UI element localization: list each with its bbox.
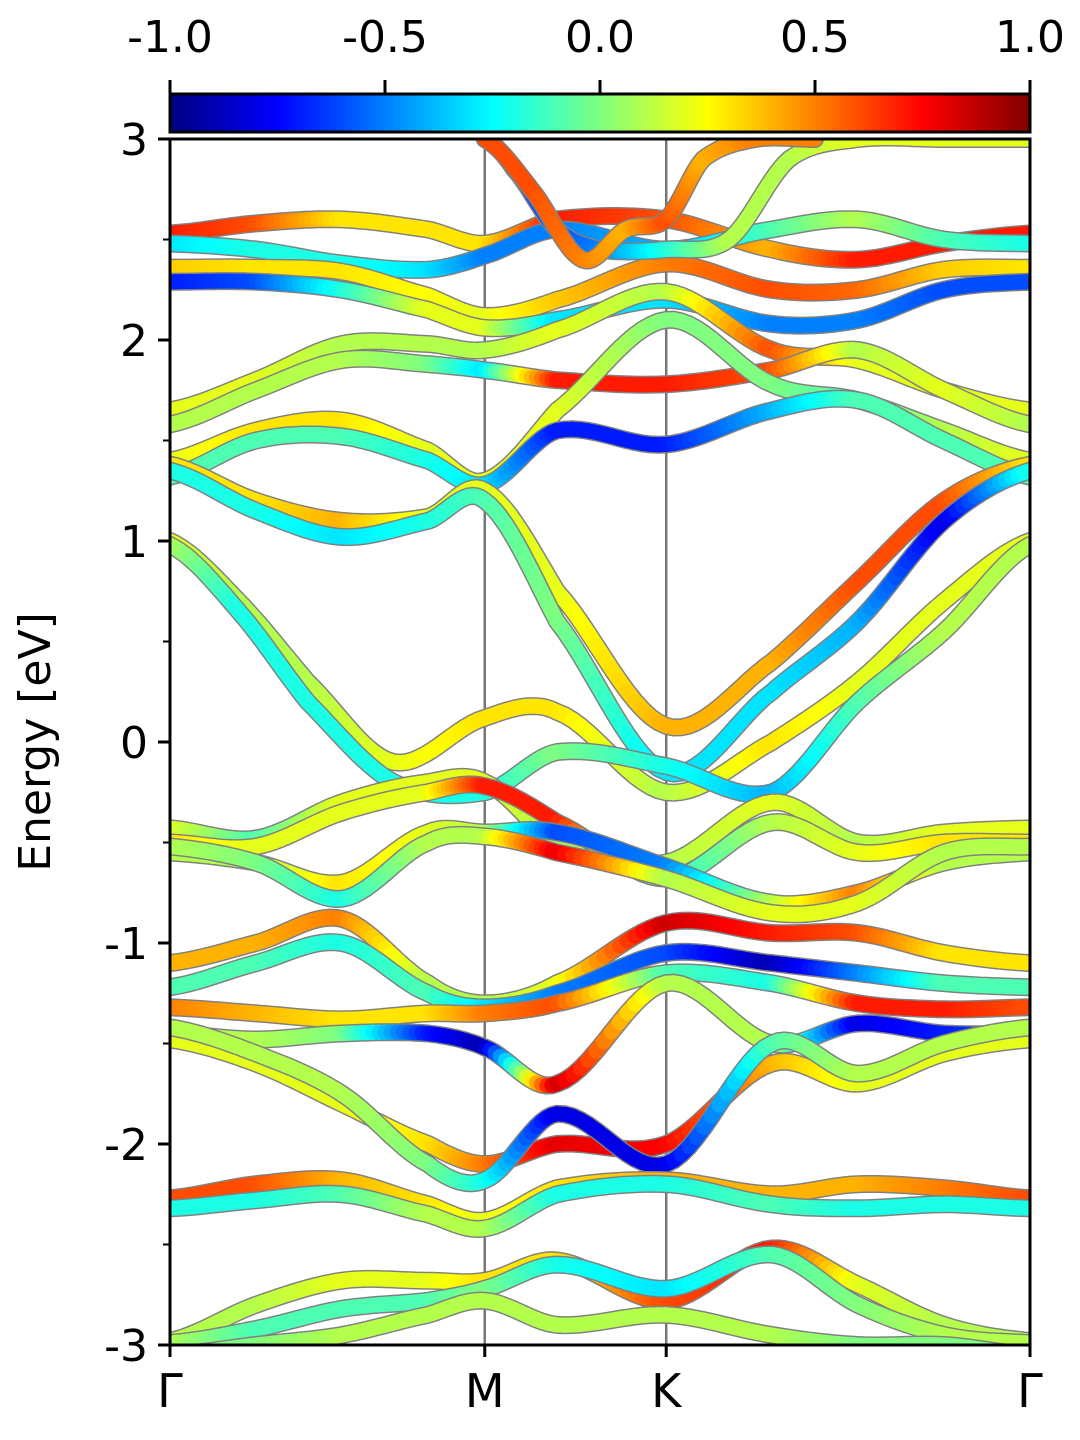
- x-tick-label: Γ: [157, 1364, 183, 1418]
- colorbar-tick-label: -1.0: [127, 12, 213, 63]
- band-segment: [213, 1341, 232, 1345]
- y-axis-label: Energy [eV]: [10, 612, 61, 872]
- colorbar-gradient: [168, 92, 1032, 134]
- band-line: [170, 1245, 1030, 1345]
- band-segment: [218, 1340, 239, 1345]
- x-tick-label: K: [651, 1364, 683, 1418]
- y-tick-label: 3: [120, 115, 148, 166]
- band-line: [170, 1018, 1030, 1193]
- band-segment: [1005, 1353, 1011, 1354]
- y-axis: -3 -2 -1 0 1 2 3: [104, 115, 170, 1372]
- x-tick-label: Γ: [1017, 1364, 1043, 1418]
- colorbar: -1.0 -0.5 0.0 0.5 1.0: [127, 12, 1065, 134]
- band-segment: [176, 1354, 182, 1355]
- band-segment: [203, 1343, 218, 1345]
- band-segment: [182, 1354, 188, 1355]
- y-tick-label: 2: [120, 316, 148, 367]
- y-tick-label: 0: [120, 718, 148, 769]
- y-tick-label: -2: [104, 1120, 148, 1171]
- band-line: [170, 254, 1030, 325]
- colorbar-tick-label: -0.5: [342, 12, 428, 63]
- band-segment: [208, 1342, 225, 1345]
- band-line: [170, 310, 1030, 491]
- band-line: [170, 340, 1030, 434]
- band-line: [475, 139, 824, 270]
- colorbar-tick-label: 0.5: [780, 12, 850, 63]
- band-segment: [996, 1344, 1006, 1345]
- band-segment: [968, 1340, 988, 1345]
- band-line: [170, 963, 1030, 1029]
- band-segment: [955, 1339, 976, 1345]
- band-segment: [197, 1344, 203, 1345]
- colorbar-ticks: -1.0 -0.5 0.0 0.5 1.0: [127, 12, 1065, 94]
- plot-area: -3 -2 -1 0 1 2 3 Γ M K Γ Energy [eV]: [10, 115, 1043, 1418]
- y-tick-label: 1: [120, 517, 148, 568]
- band-segment: [188, 1353, 194, 1354]
- band-segment: [1018, 1354, 1024, 1355]
- y-tick-label: -3: [104, 1321, 148, 1372]
- band-line: [170, 389, 1030, 495]
- band-segment: [198, 1343, 211, 1345]
- band-line: [170, 1174, 1030, 1239]
- y-tick-label: -1: [104, 919, 148, 970]
- band-line: [170, 908, 1030, 1013]
- x-tick-label: M: [465, 1364, 505, 1418]
- band-segment: [988, 1343, 1003, 1345]
- colorbar-tick-label: 0.0: [565, 12, 635, 63]
- band-segment: [224, 1339, 245, 1345]
- band-segment: [981, 1342, 998, 1345]
- band-segment: [230, 1339, 252, 1345]
- band-segment: [961, 1339, 982, 1345]
- band-segment: [1012, 1353, 1018, 1354]
- band-line: [170, 825, 1030, 924]
- band-segment: [974, 1341, 993, 1345]
- bands-layer: [170, 139, 1030, 1355]
- colorbar-tick-label: 1.0: [995, 12, 1065, 63]
- band-outline: [170, 310, 1030, 491]
